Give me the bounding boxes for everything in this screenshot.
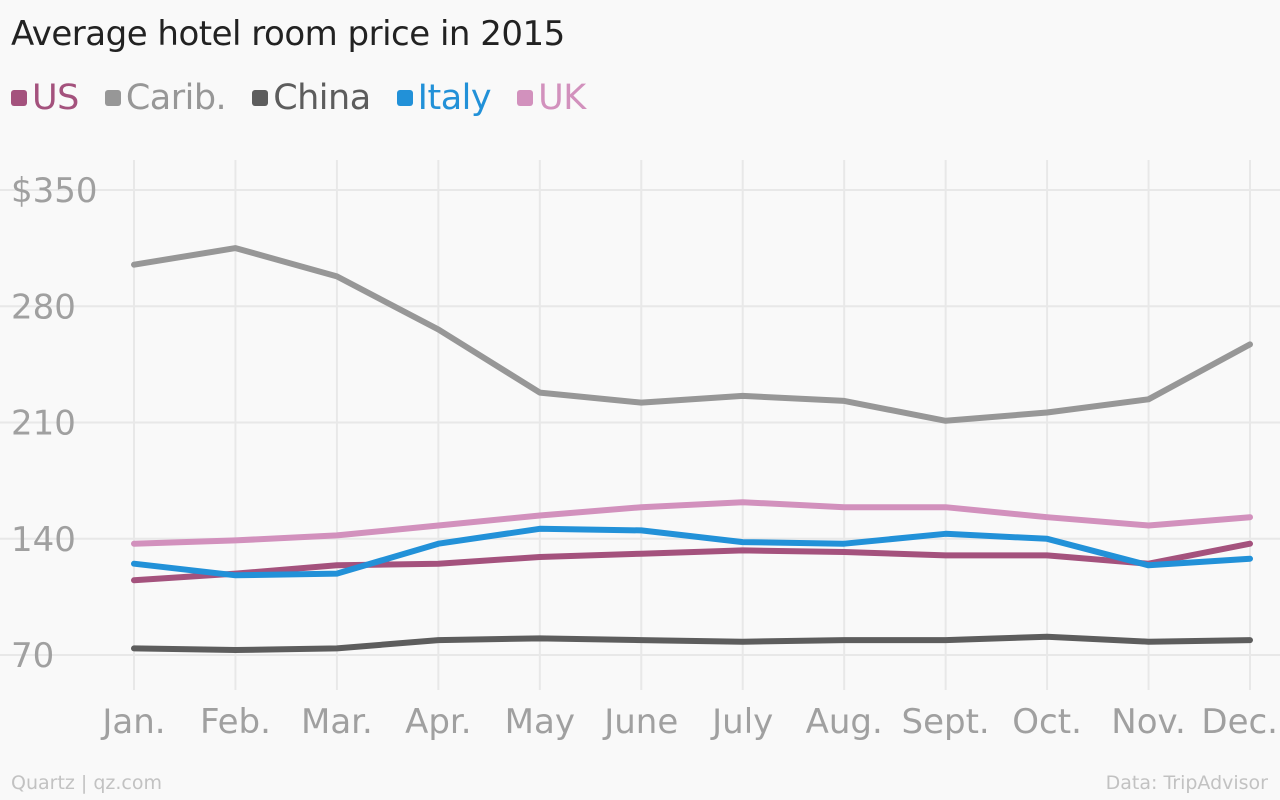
- legend-swatch: [517, 90, 534, 106]
- x-tick-label: Sept.: [902, 702, 990, 742]
- y-tick-label: 210: [11, 404, 76, 444]
- series-line-carib: [131, 245, 1253, 424]
- series-line-china: [131, 633, 1253, 653]
- x-tick-label: Aug.: [806, 702, 883, 742]
- legend-item-us: US: [11, 76, 79, 120]
- legend-item-carib: Carib.: [104, 76, 227, 120]
- legend-item-italy: Italy: [396, 76, 492, 120]
- footer-credit: Quartz | qz.com: [11, 772, 163, 794]
- legend-label: Italy: [417, 78, 492, 118]
- x-tick-label: Oct.: [1012, 702, 1082, 742]
- x-tick-label: May: [505, 702, 575, 742]
- x-tick-label: July: [710, 702, 773, 742]
- legend-swatch: [396, 90, 413, 106]
- y-tick-label: 70: [11, 636, 54, 676]
- legend-label: Carib.: [125, 78, 227, 118]
- x-tick-label: Apr.: [405, 702, 472, 742]
- legend-swatch: [252, 90, 269, 106]
- footer-data-source: Data: TripAdvisor: [1105, 772, 1268, 794]
- chart-title: Average hotel room price in 2015: [11, 14, 565, 54]
- legend-label: US: [32, 78, 79, 118]
- x-tick-label: Nov.: [1111, 702, 1186, 742]
- series-line-uk: [131, 499, 1253, 547]
- x-tick-label: Jan.: [100, 702, 165, 742]
- series-line-italy: [131, 525, 1253, 579]
- chart-legend: US Carib. China Italy UK: [11, 76, 612, 120]
- x-tick-label: Feb.: [200, 702, 271, 742]
- series-line-us: [131, 540, 1253, 584]
- x-tick-label: June: [602, 702, 678, 742]
- y-tick-label: 140: [11, 520, 76, 560]
- legend-swatch: [104, 90, 121, 106]
- x-tick-label: Mar.: [301, 702, 373, 742]
- legend-label: China: [273, 78, 371, 118]
- legend-label: UK: [538, 78, 586, 118]
- x-tick-label: Dec.: [1201, 702, 1278, 742]
- legend-item-uk: UK: [517, 76, 586, 120]
- legend-swatch: [11, 90, 27, 106]
- y-tick-label: $350: [11, 171, 98, 211]
- legend-item-china: China: [252, 76, 371, 120]
- y-tick-label: 280: [11, 287, 76, 327]
